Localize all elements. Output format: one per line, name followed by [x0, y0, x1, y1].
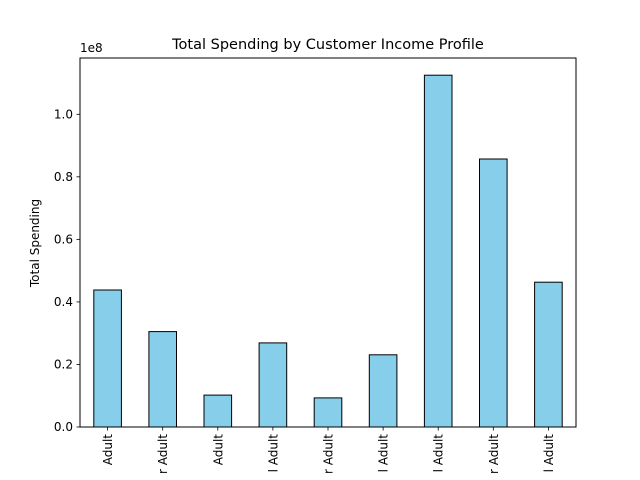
x-ticks-group: Adult r Adult Adult l Adult r Adult l Adult l … [101, 427, 556, 474]
bar [148, 331, 177, 428]
bar [479, 158, 508, 428]
x-tick-label: r Adult [322, 434, 336, 474]
y-tick-label: 0.6 [54, 232, 73, 246]
y-tick-label: 0.2 [54, 357, 73, 371]
y-tick-label: 0.0 [54, 420, 73, 434]
chart-title: Total Spending by Customer Income Profil… [171, 37, 484, 53]
x-tick-label: l Adult [266, 434, 280, 473]
x-tick-label: r Adult [487, 434, 501, 474]
y-ticks-group: 0.0 0.2 0.4 0.6 0.8 1.0 [54, 107, 80, 434]
bars-group [93, 74, 563, 428]
y-axis-scale-label: 1e8 [80, 41, 103, 55]
y-tick-label: 0.4 [54, 295, 73, 309]
plot-area-frame [79, 57, 577, 428]
x-tick-label: Adult [211, 434, 225, 466]
bar [313, 397, 343, 428]
x-tick-label: l Adult [542, 434, 556, 473]
x-tick-label: l Adult [432, 434, 446, 473]
bar [258, 342, 288, 428]
y-tick-label: 0.8 [54, 170, 73, 184]
bar [534, 281, 563, 428]
x-tick-label: l Adult [377, 434, 391, 473]
bar [423, 74, 453, 428]
bar [203, 394, 233, 428]
y-axis-label: Total Spending [28, 199, 42, 288]
bar [93, 289, 122, 428]
y-tick-label: 1.0 [54, 107, 73, 121]
x-tick-label: r Adult [156, 434, 170, 474]
x-tick-label: Adult [101, 434, 115, 466]
bar [368, 354, 398, 428]
